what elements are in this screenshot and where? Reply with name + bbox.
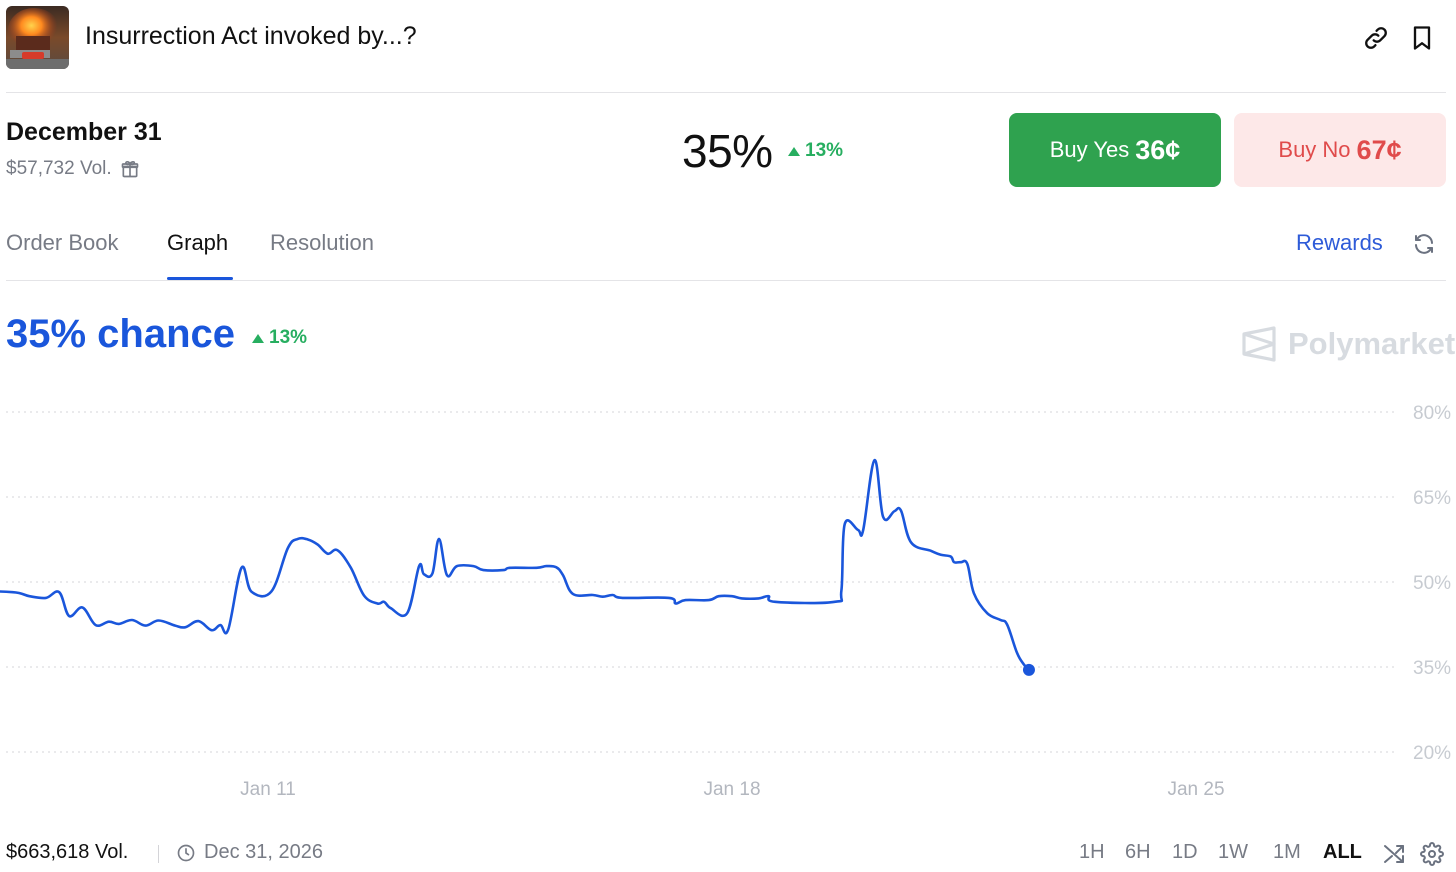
tab-graph[interactable]: Graph (167, 230, 229, 255)
end-date-text: Dec 31, 2026 (204, 841, 323, 863)
x-tick-label: Jan 11 (240, 779, 296, 800)
watermark-text: Polymarket (1288, 326, 1456, 361)
range-1d-button[interactable]: 1D (1172, 841, 1198, 863)
y-tick-label: 20% (1413, 743, 1451, 764)
range-1w-button[interactable]: 1W (1218, 841, 1248, 863)
footer-separator (158, 845, 159, 863)
refresh-icon[interactable] (1412, 232, 1436, 256)
shuffle-icon[interactable] (1382, 842, 1406, 866)
market-thumbnail[interactable] (6, 6, 69, 69)
x-tick-label: Jan 25 (1167, 779, 1224, 800)
probability-chart[interactable]: 80% 65% 50% 35% 20% Jan 11 Jan 18 Jan 25 (0, 390, 1456, 810)
buy-no-button[interactable]: Buy No 67¢ (1234, 113, 1446, 187)
y-tick-label: 65% (1413, 488, 1451, 509)
buy-no-price: 67¢ (1356, 134, 1402, 165)
gift-icon[interactable] (120, 159, 140, 179)
x-axis-ticks: Jan 11 Jan 18 Jan 25 (240, 779, 1224, 800)
buy-yes-button[interactable]: Buy Yes 36¢ (1009, 113, 1221, 187)
graph-change-text: 13% (269, 327, 308, 348)
range-1h-button[interactable]: 1H (1079, 841, 1105, 863)
total-volume: $663,618 Vol. (6, 841, 129, 863)
buy-yes-label: Buy Yes (1049, 137, 1130, 162)
outcome-volume: $57,732 Vol. (6, 158, 140, 180)
y-axis-ticks: 80% 65% 50% 35% 20% (1413, 403, 1451, 764)
up-triangle-icon (788, 146, 800, 156)
link-icon[interactable] (1362, 24, 1390, 52)
tab-resolution[interactable]: Resolution (270, 230, 374, 255)
up-triangle-icon (252, 333, 264, 343)
polymarket-watermark: Polymarket (1242, 326, 1455, 362)
range-6h-button[interactable]: 6H (1125, 841, 1151, 863)
market-header: Insurrection Act invoked by...? (0, 0, 1456, 92)
outcome-title: December 31 (6, 118, 162, 146)
tab-bar: Order Book Graph Resolution Rewards (0, 210, 1456, 281)
last-point-marker (1022, 663, 1035, 676)
end-date: Dec 31, 2026 (176, 841, 323, 864)
outcome-change-text: 13% (805, 140, 844, 161)
tabs-divider (6, 280, 1446, 281)
polymarket-logo-icon (1242, 326, 1276, 362)
settings-icon[interactable] (1420, 842, 1444, 866)
header-divider (6, 92, 1446, 93)
x-tick-label: Jan 18 (703, 779, 760, 800)
y-tick-label: 80% (1413, 403, 1451, 424)
market-title: Insurrection Act invoked by...? (85, 22, 417, 50)
chance-headline: 35% chance (6, 312, 236, 356)
y-tick-label: 50% (1413, 573, 1451, 594)
bookmark-icon[interactable] (1408, 24, 1436, 52)
y-tick-label: 35% (1413, 658, 1451, 679)
series-line (0, 458, 1031, 672)
outcome-change: 13% (788, 140, 843, 162)
rewards-link[interactable]: Rewards (1296, 230, 1383, 255)
tab-order-book[interactable]: Order Book (6, 230, 119, 255)
outcome-volume-text: $57,732 Vol. (6, 158, 112, 179)
outcome-probability: 35% (682, 125, 773, 177)
range-1m-button[interactable]: 1M (1273, 841, 1301, 863)
active-tab-indicator (167, 277, 233, 280)
clock-icon (177, 844, 195, 861)
graph-change: 13% (252, 327, 307, 349)
range-all-button[interactable]: ALL (1323, 841, 1362, 863)
buy-yes-price: 36¢ (1135, 134, 1181, 165)
chart-grid (6, 411, 1398, 753)
buy-no-label: Buy No (1278, 137, 1351, 162)
